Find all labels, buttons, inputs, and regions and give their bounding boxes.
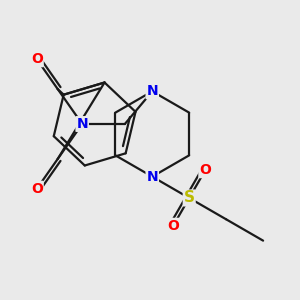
Text: O: O bbox=[31, 52, 43, 66]
Text: O: O bbox=[31, 182, 43, 196]
Text: S: S bbox=[184, 190, 195, 206]
Text: N: N bbox=[146, 169, 158, 184]
Text: O: O bbox=[167, 219, 179, 233]
Text: O: O bbox=[199, 163, 211, 177]
Text: N: N bbox=[146, 84, 158, 98]
Text: N: N bbox=[76, 117, 88, 131]
